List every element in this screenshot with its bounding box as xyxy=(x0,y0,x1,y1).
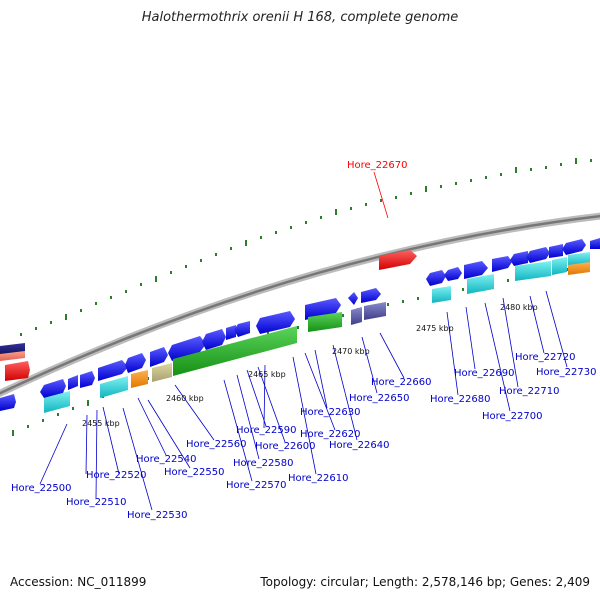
gene-label-hore-22680[interactable]: Hore_22680 xyxy=(430,394,491,405)
gene-outer-red-left xyxy=(5,361,30,381)
gene-label-hore-22580[interactable]: Hore_22580 xyxy=(233,458,294,469)
gene-label-hore-22600[interactable]: Hore_22600 xyxy=(255,441,316,452)
gene-label-hore-22590[interactable]: Hore_22590 xyxy=(236,425,297,436)
hore-22670-leader xyxy=(373,171,389,219)
inner-strand-genes xyxy=(0,238,600,413)
gene-hore-22670 xyxy=(379,250,417,270)
gene-label-hore-22690[interactable]: Hore_22690 xyxy=(454,368,515,379)
gene-label-hore-22530[interactable]: Hore_22530 xyxy=(127,510,188,521)
gene-label-hore-22500[interactable]: Hore_22500 xyxy=(11,483,72,494)
outer-strand-genes xyxy=(0,250,417,381)
gene-label-hore-22670[interactable]: Hore_22670 xyxy=(347,160,408,171)
gene-label-hore-22710[interactable]: Hore_22710 xyxy=(499,386,560,397)
gene-label-hore-22630[interactable]: Hore_22630 xyxy=(300,407,361,418)
gene-outer-salmon xyxy=(0,351,25,361)
gene-label-hore-22520[interactable]: Hore_22520 xyxy=(86,470,147,481)
scale-label-2465: 2465 kbp xyxy=(248,370,286,379)
gene-label-hore-22660[interactable]: Hore_22660 xyxy=(371,377,432,388)
scale-label-2460: 2460 kbp xyxy=(166,394,204,403)
scale-label-2455: 2455 kbp xyxy=(82,419,120,428)
genome-backbone-line xyxy=(0,214,600,395)
gene-label-hore-22610[interactable]: Hore_22610 xyxy=(288,473,349,484)
gene-label-hore-22650[interactable]: Hore_22650 xyxy=(349,393,410,404)
scale-label-2470: 2470 kbp xyxy=(332,347,370,356)
gene-label-hore-22540[interactable]: Hore_22540 xyxy=(136,454,197,465)
gene-label-hore-22730[interactable]: Hore_22730 xyxy=(536,367,597,378)
topology-text: Topology: circular; Length: 2,578,146 bp… xyxy=(260,575,590,589)
gene-label-hore-22550[interactable]: Hore_22550 xyxy=(164,467,225,478)
outer-tick-ring xyxy=(20,158,592,336)
gene-label-hore-22720[interactable]: Hore_22720 xyxy=(515,352,576,363)
gene-label-hore-22700[interactable]: Hore_22700 xyxy=(482,411,543,422)
map-title: Halothermothrix orenii H 168, complete g… xyxy=(141,10,459,25)
accession-text: Accession: NC_011899 xyxy=(10,575,147,589)
label-leader-lines xyxy=(39,290,568,511)
gene-label-hore-22640[interactable]: Hore_22640 xyxy=(329,440,390,451)
scale-label-2475: 2475 kbp xyxy=(416,324,454,333)
scale-label-2480: 2480 kbp xyxy=(500,303,538,312)
gene-label-hore-22570[interactable]: Hore_22570 xyxy=(226,480,287,491)
gene-label-hore-22560[interactable]: Hore_22560 xyxy=(186,439,247,450)
gene-label-hore-22510[interactable]: Hore_22510 xyxy=(66,497,127,508)
gene-label-hore-22620[interactable]: Hore_22620 xyxy=(300,429,361,440)
